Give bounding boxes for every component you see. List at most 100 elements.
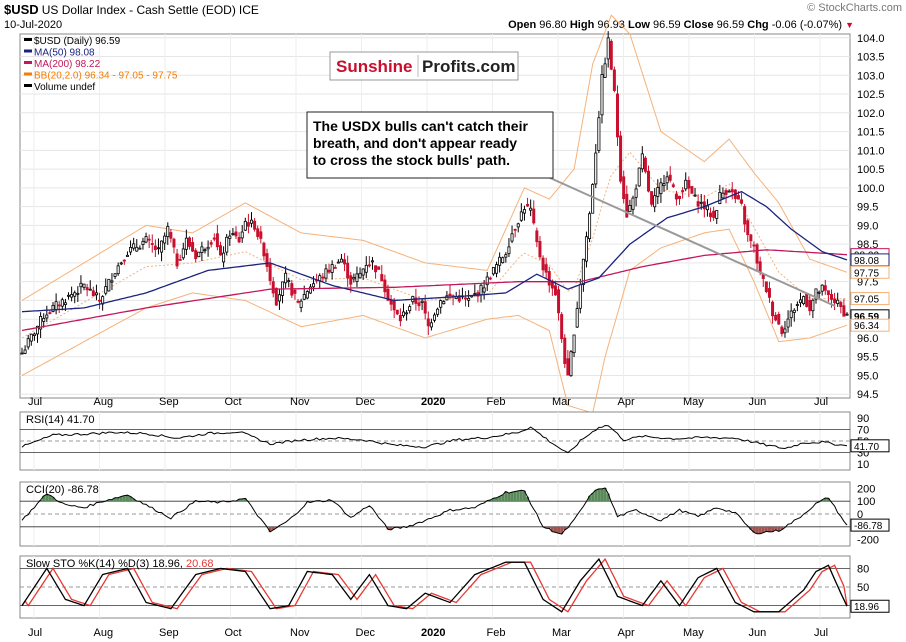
chg-value: -0.06 (-0.07%): [771, 19, 843, 31]
legend-swatch: [24, 38, 32, 41]
candle-body: [721, 192, 725, 199]
candle-body: [836, 299, 840, 304]
candle-body: [302, 294, 306, 300]
cci-tick-label: 100: [857, 496, 875, 508]
legend-label: MA(200) 98.22: [34, 59, 101, 70]
candle-body: [619, 135, 623, 182]
candle-body: [538, 241, 542, 258]
ma200-line: [21, 249, 848, 332]
candle-body: [591, 184, 595, 214]
candle-body: [671, 184, 675, 187]
candle-body: [780, 326, 784, 335]
candle-body: [32, 333, 36, 336]
month-label: Oct: [225, 396, 242, 408]
candle-body: [820, 284, 824, 292]
candle-body: [436, 308, 440, 315]
candle-body: [569, 351, 573, 377]
candle-body: [805, 293, 809, 307]
price-tag-label: 97.05: [854, 295, 879, 306]
candle-body: [51, 304, 55, 312]
price-tick-label: 99.5: [857, 202, 878, 214]
candle-body: [678, 195, 682, 200]
candle-body: [498, 256, 502, 266]
candle-body: [532, 208, 536, 224]
candle-body: [253, 220, 257, 230]
candle-body: [144, 236, 148, 243]
candle-body: [377, 266, 381, 270]
candle-body: [153, 245, 157, 251]
candle-body: [88, 288, 92, 291]
candle-body: [94, 292, 98, 296]
candle-body: [271, 281, 275, 294]
candle-body: [265, 253, 269, 267]
candle-body: [132, 243, 136, 249]
candle-body: [764, 281, 768, 293]
price-tick-label: 99.0: [857, 220, 878, 232]
price-tick-label: 97.5: [857, 277, 878, 289]
candle-body: [175, 253, 179, 267]
candle-body: [650, 191, 654, 205]
candle-body: [250, 219, 254, 224]
candle-body: [637, 167, 641, 187]
candle-body: [160, 240, 164, 253]
cci-tick-label: 200: [857, 483, 875, 495]
candle-body: [98, 299, 102, 302]
candle-body: [817, 291, 821, 294]
candle-body: [370, 260, 374, 263]
annotation-line: breath, and don't appear ready: [313, 135, 517, 151]
candle-body: [327, 269, 331, 273]
candle-body: [488, 277, 492, 280]
candle-body: [606, 37, 610, 60]
month-label-bottom: Nov: [290, 627, 310, 639]
candle-body: [839, 301, 843, 308]
candle-body: [339, 258, 343, 263]
candle-body: [73, 292, 77, 297]
candle-body: [727, 190, 731, 193]
rsi-tick-label: 10: [857, 459, 869, 471]
open-value: 96.80: [539, 19, 567, 31]
candle-body: [70, 294, 74, 298]
candle-body: [60, 299, 64, 307]
candle-body: [29, 333, 33, 342]
candle-body: [200, 246, 204, 254]
candle-body: [277, 294, 281, 302]
candle-body: [442, 301, 446, 305]
candle-body: [240, 231, 244, 239]
candle-body: [743, 206, 747, 225]
candle-body: [246, 222, 250, 227]
candle-body: [349, 275, 353, 285]
candle-body: [287, 280, 291, 283]
candle-body: [346, 262, 350, 279]
sto-k-line: [21, 557, 848, 613]
logo-text-sunshine: Sunshine: [336, 57, 413, 76]
rsi-tick-label: 90: [857, 413, 869, 425]
candle-body: [414, 297, 418, 304]
candle-body: [829, 294, 833, 300]
candle-body: [674, 193, 678, 200]
candle-body: [107, 278, 111, 292]
sto-d-line: [21, 557, 848, 613]
sto-tick-label: 80: [857, 563, 869, 575]
candle-body: [640, 153, 644, 170]
candle-body: [191, 242, 195, 252]
candle-body: [578, 284, 582, 309]
candle-body: [386, 288, 390, 301]
price-tick-label: 100.5: [857, 164, 885, 176]
candle-body: [594, 152, 598, 185]
candle-body: [156, 247, 160, 250]
high-label: High: [569, 19, 595, 31]
candle-body: [823, 285, 827, 291]
candle-body: [507, 246, 511, 255]
candle-body: [802, 296, 806, 305]
month-label-bottom: Jul: [814, 627, 828, 639]
candle-body: [122, 259, 126, 262]
candle-body: [603, 63, 607, 78]
candle-body: [687, 180, 691, 189]
candle-body: [522, 209, 526, 214]
candle-body: [798, 299, 802, 304]
candle-body: [712, 210, 716, 218]
candle-body: [54, 301, 58, 311]
candle-body: [699, 201, 703, 204]
candle-body: [197, 251, 201, 258]
candle-body: [643, 157, 647, 172]
